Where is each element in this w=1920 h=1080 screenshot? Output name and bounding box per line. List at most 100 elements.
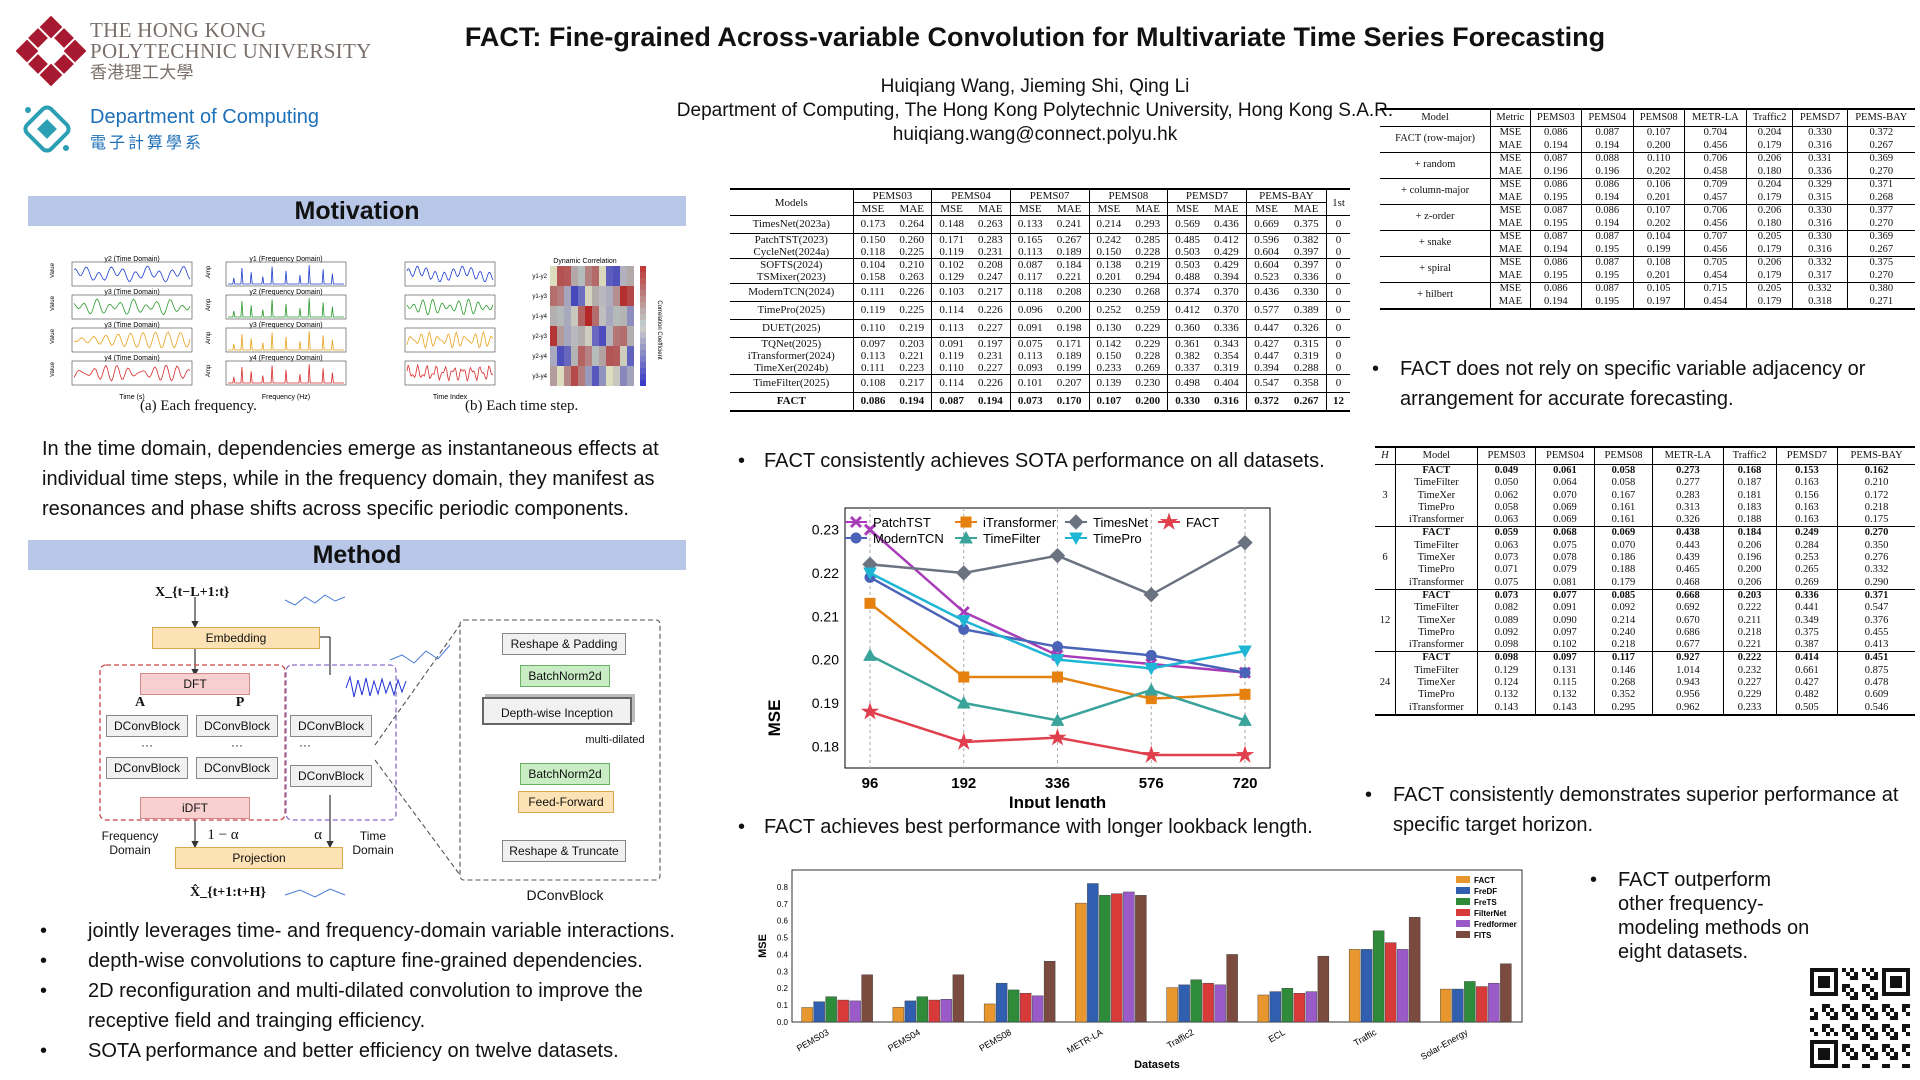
legend-swatch: [1456, 909, 1470, 916]
table-cell: 0.670: [1652, 614, 1724, 627]
table-cell: 0.669: [1254, 218, 1279, 230]
table-cell: 0.427: [1776, 677, 1839, 690]
bar-frets: [1007, 989, 1020, 1023]
table-cell: TQNet(2025): [730, 337, 854, 350]
legend-label: FITS: [1474, 931, 1492, 940]
table-cell: MAE: [1490, 269, 1531, 283]
table-cell: 0.195: [1581, 243, 1634, 257]
table-cell: 0.087: [939, 395, 964, 407]
metric-header: MAE: [1049, 202, 1090, 216]
table-cell: 0.087: [1581, 126, 1634, 140]
table-cell: iTransformer: [1395, 701, 1478, 715]
table-cell: SOFTS(2024): [730, 258, 854, 271]
legend-label: ModernTCN: [873, 531, 944, 546]
heat-cell: [564, 306, 571, 326]
table-cell: 0: [1335, 304, 1342, 316]
table-cell: 0.231: [971, 246, 1011, 259]
table-cell: 0.196: [1530, 165, 1583, 179]
table-cell: 0.219: [892, 319, 933, 338]
colorbar-cell: [640, 332, 646, 338]
table-cell: 0.196: [1723, 552, 1777, 565]
metric-header: MAE: [971, 202, 1011, 216]
table-cell: 0.081: [1535, 576, 1595, 590]
table-cell: TimeFilter: [1395, 539, 1478, 553]
table-cell: FACT: [1395, 651, 1478, 665]
table-cell: 0.203: [1723, 589, 1777, 603]
table-cell: 0.336: [1776, 589, 1839, 603]
block-reshape-pad: Reshape & Padding: [502, 633, 626, 655]
legend-label: Fredformer: [1474, 920, 1517, 929]
heat-cell: [613, 346, 620, 366]
table-cell: 0.377: [1869, 205, 1894, 216]
table-cell: 0.270: [1864, 527, 1889, 539]
table-row: 12 FACT 0.073 0.077 0.085 0.668 0.203 0.336 0.37…: [1375, 589, 1915, 652]
table-row: PatchTST(2023) 0.150 0.260 0.171 0.283 0.165 0…: [730, 233, 1350, 246]
table-row: DUET(2025) 0.110 0.219 0.113 0.227 0.091 0.198…: [730, 319, 1350, 338]
table-cell: 0.443: [1652, 539, 1724, 553]
colorbar-cell: [640, 290, 646, 296]
table-cell: 0.110: [939, 362, 964, 374]
table-cell: 0.143: [1535, 701, 1595, 715]
table-cell: 0.230: [1128, 374, 1169, 393]
table-cell: 0.073: [1477, 552, 1537, 565]
table-cell: 0.132: [1477, 689, 1537, 702]
table-cell: TimeXer: [1395, 489, 1478, 502]
x-tick-label: METR-LA: [1065, 1027, 1104, 1055]
table-cell: 0.107: [1096, 395, 1122, 407]
bar-fact: [1348, 949, 1361, 1023]
heat-cell: [606, 366, 613, 386]
table-cell: 0.221: [1723, 639, 1777, 652]
value-axis-label: Value: [50, 328, 56, 344]
table-cell: 0.382: [1175, 350, 1200, 362]
table-cell: 0.189: [1049, 246, 1090, 259]
frequency-methods-bar-chart: 0.0 0.1 0.2 0.3 0.4 0.5 0.6 0.7 0.8 PEMS03 PEMS04 P…: [757, 869, 1523, 1071]
metric-header: MAE: [1286, 202, 1328, 216]
heat-cell: [550, 366, 557, 386]
method-bullet: • SOTA performance and better efficiency …: [40, 1040, 619, 1062]
table-cell: 0.180: [1746, 165, 1794, 179]
bar-fact: [983, 1003, 996, 1023]
table-cell: TimePro: [1395, 689, 1478, 702]
heat-cell: [578, 326, 585, 346]
heat-cell: [557, 346, 564, 366]
table-cell: 0.369: [1869, 231, 1894, 242]
y-tick-label: 0.2: [777, 984, 789, 993]
table-cell: TimeFilter: [1395, 664, 1478, 678]
table-cell: 0.354: [1206, 350, 1247, 362]
table-row: TimeXer 0.062 0.070 0.167 0.283 0.181 0.156 0.1…: [1375, 489, 1915, 502]
table-row: MAE 0.194 0.194 0.200 0.456 0.179 0.316 0.267: [1380, 139, 1915, 153]
step-series-line: [406, 298, 494, 316]
table-cell: 0.343: [1206, 337, 1247, 350]
table-row: MAE 0.194 0.195 0.197 0.454 0.179 0.318 0.271: [1380, 295, 1915, 309]
table-cell: 0.315: [1792, 191, 1848, 205]
heat-cell: [550, 346, 557, 366]
heat-cell: [620, 346, 627, 366]
table-cell: 0.217: [892, 374, 933, 393]
column-header: PEMSD7: [1792, 109, 1848, 127]
amp-axis-label: Amp: [206, 364, 212, 377]
table-cell: FACT: [1395, 526, 1478, 540]
table-cell: 0.142: [1096, 338, 1122, 350]
table-cell: FACT: [1395, 589, 1478, 603]
data-point: [959, 530, 973, 544]
table-row: TimeFilter(2025) 0.108 0.217 0.114 0.226 0.10…: [730, 374, 1350, 393]
table-cell: 0.285: [1128, 233, 1169, 246]
phase-label: P: [235, 695, 245, 710]
data-point: [863, 648, 877, 661]
table-cell: 0.153: [1776, 464, 1839, 478]
table-cell: 0.205: [1746, 282, 1794, 296]
table-cell: 0.104: [860, 259, 886, 271]
table-cell: 0.454: [1684, 269, 1747, 283]
bar-frets: [1190, 979, 1202, 1023]
qr-code[interactable]: [1810, 968, 1910, 1068]
heat-cell: [627, 366, 634, 386]
data-point: [1237, 534, 1253, 551]
table-cell: 0.104: [1633, 230, 1685, 244]
table-cell: 0.962: [1652, 701, 1724, 715]
table-cell: TimeXer(2024b): [730, 362, 854, 375]
legend-label: iTransformer: [983, 515, 1057, 530]
table-row: iTransformer 0.098 0.102 0.218 0.677 0.221 0.3…: [1375, 639, 1915, 652]
table-cell: 0.547: [1864, 602, 1889, 614]
row-label: + random: [1380, 152, 1492, 179]
table-cell: 0: [1335, 218, 1342, 230]
